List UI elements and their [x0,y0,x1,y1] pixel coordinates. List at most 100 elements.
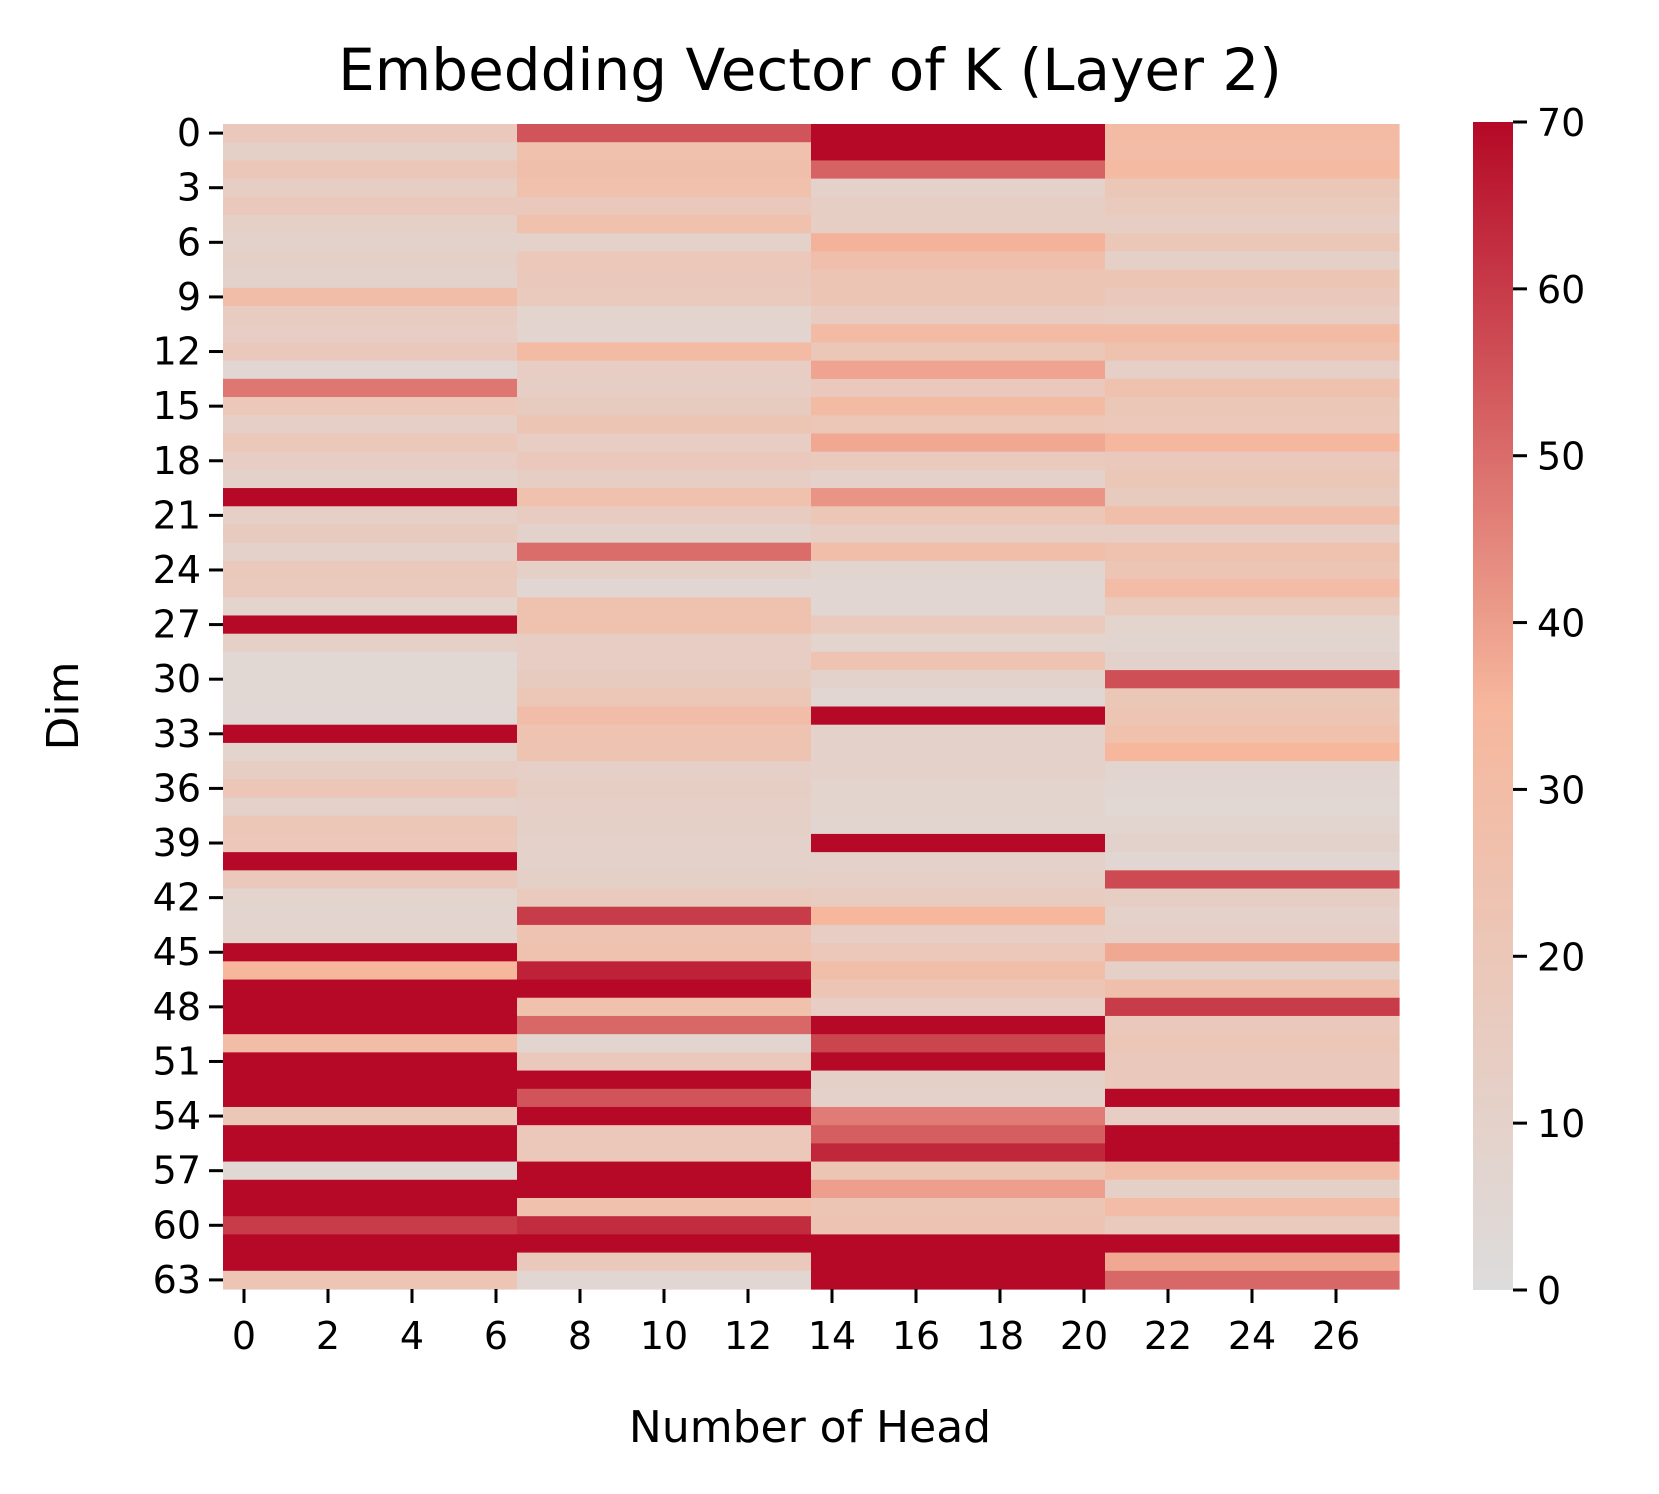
heatmap-cell [517,415,812,435]
colorbar-tick-label: 30 [1537,768,1585,812]
heatmap-cell [223,888,518,908]
heatmap-cell [223,815,518,835]
heatmap-cell [223,1106,518,1126]
heatmap-cell [223,378,518,398]
heatmap-cell [1105,815,1400,835]
heatmap-cell [811,142,1106,161]
heatmap-cell [517,506,812,526]
y-tick-label: 3 [177,166,201,210]
heatmap-cell [517,688,812,708]
colorbar-tick-label: 60 [1537,268,1585,312]
heatmap-cell [811,524,1106,544]
heatmap-cell [811,924,1106,944]
heatmap-cell [1105,1161,1400,1181]
heatmap-cell [811,1270,1106,1290]
heatmap-cell [517,1179,812,1199]
heatmap-cell [1105,269,1400,289]
heatmap-cell [517,451,812,471]
heatmap-cell [517,579,812,598]
heatmap-cells [223,124,1400,1290]
y-tick-label: 30 [153,657,201,701]
heatmap-cell [1105,560,1400,580]
heatmap-cell [223,415,518,435]
heatmap-cell [517,706,812,726]
heatmap-cell [223,233,518,253]
heatmap-cell [1105,706,1400,726]
heatmap-cell [1105,251,1400,271]
heatmap-cell [517,378,812,398]
colorbar-tick-label: 10 [1537,1102,1585,1146]
heatmap-cell [1105,943,1400,962]
heatmap-cell [517,597,812,617]
heatmap-cell [811,1197,1106,1217]
x-tick-label: 8 [568,1314,592,1358]
heatmap-cell [223,1161,518,1181]
heatmap-cell [517,1106,812,1126]
heatmap-cell [223,943,518,962]
heatmap-cell [517,888,812,908]
heatmap-cell [1105,160,1400,180]
heatmap-cell [517,1125,812,1144]
heatmap-cell [1105,488,1400,507]
y-tick-label: 0 [177,111,201,155]
heatmap-cell [1105,651,1400,671]
heatmap-cell [223,1143,518,1163]
heatmap-cell [811,961,1106,981]
heatmap-cell [223,633,518,653]
heatmap-cell [1105,306,1400,325]
heatmap-cell [517,1161,812,1181]
heatmap-cell [223,1216,518,1235]
heatmap-cell [1105,233,1400,253]
heatmap-cell [811,815,1106,835]
x-tick-label: 26 [1312,1314,1360,1358]
heatmap-cell [811,1252,1106,1272]
heatmap-cell [811,688,1106,708]
heatmap-cell [223,797,518,817]
heatmap-cell [517,906,812,926]
heatmap-cell [517,943,812,962]
heatmap-cell [223,997,518,1017]
heatmap-cell [517,1216,812,1235]
y-axis-label: Dim [38,662,89,751]
heatmap-cell [811,488,1106,507]
heatmap-cell [811,1070,1106,1090]
heatmap-cell [517,1088,812,1108]
heatmap-cell [223,397,518,416]
heatmap-cell [517,761,812,780]
heatmap-cell [811,1143,1106,1163]
x-tick-label: 6 [484,1314,508,1358]
x-tick-label: 16 [892,1314,940,1358]
heatmap-cell [517,178,812,198]
y-tick-label: 39 [153,821,201,865]
heatmap-cell [811,397,1106,416]
heatmap-cell [1105,1143,1400,1163]
heatmap-cell [223,433,518,453]
heatmap-cell [811,360,1106,380]
heatmap-cell [811,1106,1106,1126]
x-tick-label: 24 [1228,1314,1276,1358]
heatmap-cell [811,542,1106,562]
heatmap-cell [1105,979,1400,999]
heatmap-cell [811,1125,1106,1144]
heatmap-cell [811,269,1106,289]
heatmap-cell [1105,178,1400,198]
heatmap-cell [517,742,812,762]
heatmap-cell [517,524,812,544]
heatmap-cell [1105,287,1400,307]
heatmap-cell [811,761,1106,780]
heatmap-cell [517,269,812,289]
heatmap-cell [223,178,518,198]
heatmap-cell [223,706,518,726]
heatmap-cell [517,1234,812,1254]
heatmap-cell [223,979,518,999]
heatmap-cell [811,451,1106,471]
heatmap-cell [223,615,518,635]
x-tick-label: 0 [232,1314,256,1358]
heatmap-cell [223,1015,518,1035]
y-tick-label: 63 [153,1258,201,1302]
heatmap-cell [811,1034,1106,1053]
heatmap-cell [223,670,518,689]
heatmap-cell [1105,524,1400,544]
heatmap-cell [223,506,518,526]
